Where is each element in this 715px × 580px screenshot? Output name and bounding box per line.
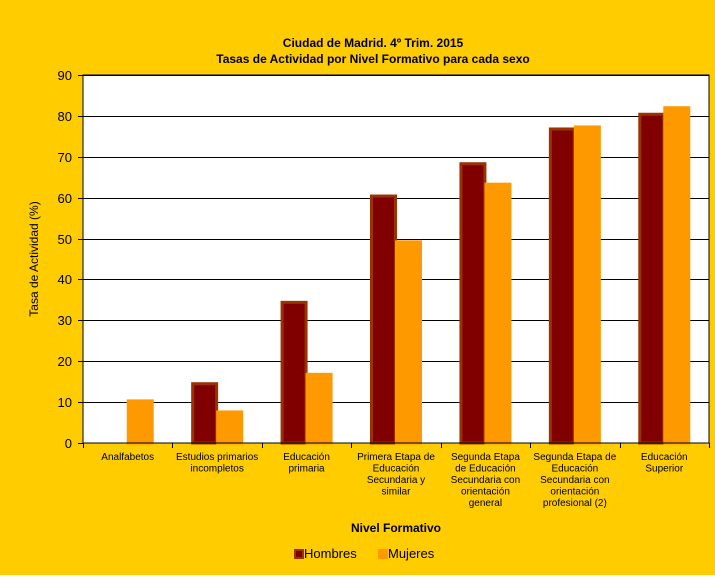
- y-tick-label: 90: [58, 68, 72, 83]
- bar-mujeres: [126, 399, 154, 445]
- x-tick-label-line: Segunda Etapa: [451, 452, 520, 463]
- y-tick-label: 10: [58, 395, 72, 410]
- x-tick-label-line: general: [469, 498, 502, 509]
- bar-mujeres: [305, 372, 333, 445]
- bar-hombres: [280, 300, 308, 445]
- x-tick-label-line: similar: [382, 487, 412, 498]
- x-tick-label-line: Educación: [283, 452, 330, 463]
- x-tick-label-line: primaria: [289, 464, 326, 475]
- x-tick-label-line: incompletos: [190, 464, 243, 475]
- x-tick-label-line: Educación: [552, 464, 599, 475]
- x-tick-label-line: Segunda Etapa de: [533, 452, 616, 463]
- y-tick-label: 20: [58, 354, 72, 369]
- bar-mujeres: [395, 240, 422, 445]
- x-tick-label: Analfabetos: [101, 452, 154, 463]
- x-tick-label-line: Analfabetos: [101, 452, 154, 463]
- legend-label-mujeres: Mujeres: [388, 546, 435, 561]
- x-tick-label-line: orientación: [461, 487, 510, 498]
- x-tick-label-line: profesional (2): [543, 498, 607, 509]
- bar-mujeres: [216, 410, 244, 445]
- bar-hombres: [638, 112, 666, 445]
- legend-label-hombres: Hombres: [304, 546, 357, 561]
- legend-swatch-mujeres: [378, 549, 388, 559]
- x-tick-label-line: Estudios primarios: [176, 452, 258, 463]
- bar-hombres: [459, 162, 487, 445]
- y-tick-label: 30: [58, 313, 72, 328]
- y-tick-label: 80: [58, 109, 72, 124]
- x-tick-label: Segunda Etapa de Educación Secundaria con o…: [451, 452, 521, 509]
- x-tick-label-line: Secundaria y: [367, 475, 425, 486]
- x-tick-label: Segunda Etapa de Educación Secundaria con o…: [533, 452, 616, 509]
- y-tick-label: 0: [65, 436, 72, 451]
- x-axis-label: Nivel Formativo: [351, 521, 441, 535]
- y-tick-label: 50: [58, 232, 72, 247]
- chart-subtitle: Tasas de Actividad por Nivel Formativo p…: [216, 52, 529, 66]
- x-tick-label-line: Superior: [645, 464, 683, 475]
- x-tick-label: Educación Superior: [641, 452, 688, 475]
- bar-hombres: [370, 194, 397, 445]
- x-tick-label-line: Secundaria con: [540, 475, 610, 486]
- x-tick-label: Estudios primarios incompletos: [176, 452, 258, 475]
- y-tick-label: 70: [58, 150, 72, 165]
- x-tick-label-line: Educación: [641, 452, 688, 463]
- x-tick-label: Primera Etapa de Educación Secundaria y sim…: [357, 452, 435, 498]
- x-tick-label: Educación primaria: [283, 452, 330, 475]
- bar-mujeres: [573, 125, 601, 445]
- legend-swatch-hombres: [294, 549, 304, 559]
- chart-title: Ciudad de Madrid. 4º Trim. 2015: [283, 36, 464, 50]
- x-tick-label-line: Secundaria con: [451, 475, 521, 486]
- bar-mujeres: [663, 106, 691, 445]
- x-tick-label-line: Primera Etapa de: [357, 452, 435, 463]
- x-axis-ticks: Analfabetos Estudios primarios incompletos…: [83, 443, 710, 509]
- x-tick-label-line: Educación: [373, 464, 420, 475]
- x-tick-label-line: de Educación: [455, 464, 516, 475]
- y-tick-label: 40: [58, 272, 72, 287]
- bar-hombres: [191, 382, 219, 445]
- y-axis-label: Tasa de Actividad (%): [27, 201, 41, 316]
- x-tick-label-line: orientación: [550, 487, 599, 498]
- y-tick-label: 60: [58, 191, 72, 206]
- bar-hombres: [548, 127, 576, 445]
- legend: Hombres Mujeres: [294, 546, 435, 561]
- y-axis-ticks: 0 10 20 30 40 50 60 70 80 90: [58, 68, 83, 451]
- bar-mujeres: [484, 182, 512, 445]
